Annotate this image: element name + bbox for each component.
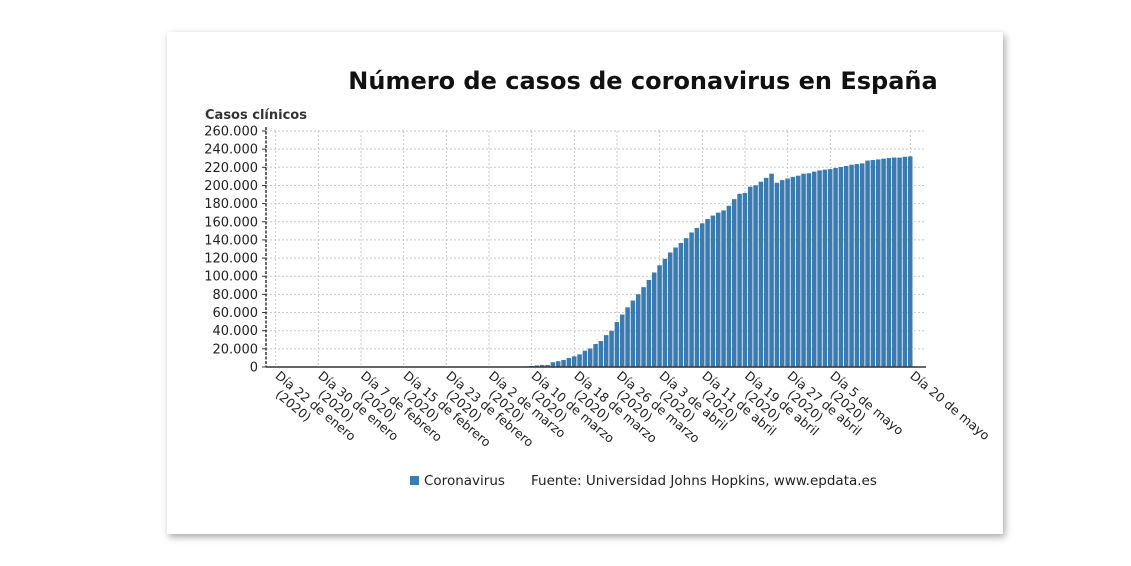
bar — [763, 177, 769, 367]
y-tick-label: 40.000 — [213, 324, 259, 339]
chart-title: Número de casos de coronavirus en España — [348, 67, 937, 95]
bar — [827, 169, 833, 367]
bar — [683, 238, 689, 367]
legend-label: Coronavirus — [424, 473, 505, 489]
bar — [715, 212, 721, 367]
bar — [801, 173, 806, 367]
axes-group — [265, 127, 926, 368]
bar — [875, 159, 881, 367]
bar — [838, 167, 844, 367]
bar — [795, 175, 801, 367]
bar — [854, 164, 860, 367]
y-tick-labels: 0 20.000 40.000 60.000 80.000 100.000 120.000 1… — [204, 125, 266, 376]
bar — [534, 365, 540, 367]
bar — [550, 362, 556, 367]
legend-swatch — [410, 476, 419, 485]
bar — [790, 176, 796, 367]
bar — [870, 160, 876, 367]
bar — [742, 192, 748, 367]
x-tick-labels: Día 22 de enero(2020) Día 30 de enero(202… — [273, 368, 993, 450]
bar — [598, 341, 604, 367]
y-tick-label: 120.000 — [204, 252, 258, 267]
bar — [705, 219, 710, 367]
bar — [561, 359, 566, 367]
bar — [555, 361, 561, 367]
bar — [881, 158, 886, 367]
bar — [721, 210, 726, 367]
bar — [859, 163, 865, 367]
x-tick-label: Día 20 de mayo — [907, 368, 993, 443]
bar — [822, 169, 828, 367]
bar — [817, 170, 822, 367]
bar — [753, 185, 758, 367]
bar — [849, 164, 854, 367]
bar — [699, 223, 705, 367]
bar — [667, 252, 673, 367]
x-tick-line: Día 20 de mayo — [907, 368, 993, 443]
bar — [587, 348, 593, 367]
x-tick-text: Día 20 de mayo — [907, 368, 993, 443]
y-tick-label: 140.000 — [204, 233, 258, 248]
bar — [737, 193, 742, 367]
bar — [545, 364, 550, 367]
bar — [630, 300, 636, 367]
y-tick-label: 100.000 — [204, 270, 258, 285]
y-tick-label: 240.000 — [204, 143, 258, 158]
bar — [907, 156, 913, 367]
bar — [710, 215, 716, 367]
bar — [571, 356, 577, 367]
bar — [539, 364, 545, 367]
y-axis-label: Casos clínicos — [205, 108, 307, 123]
bar — [635, 294, 641, 367]
bar — [891, 157, 897, 367]
bar — [897, 157, 902, 367]
bar — [673, 247, 678, 367]
source-text: Fuente: Universidad Johns Hopkins, www.e… — [531, 473, 877, 489]
chart-svg: Número de casos de coronavirus en España… — [204, 67, 993, 489]
bar — [726, 205, 732, 367]
bar — [747, 186, 753, 367]
y-tick-label: 220.000 — [204, 161, 258, 176]
y-tick-label: 160.000 — [204, 215, 258, 230]
bar — [646, 279, 652, 367]
y-tick-label: 0 — [250, 361, 258, 376]
bar — [774, 182, 780, 367]
bar — [678, 242, 684, 367]
bar — [651, 272, 657, 367]
bar — [811, 171, 817, 367]
bar — [785, 178, 790, 367]
chart-card: Número de casos de coronavirus en España… — [167, 32, 1003, 534]
bars-group — [321, 156, 913, 367]
y-tick-label: 180.000 — [204, 197, 258, 212]
bar — [619, 314, 625, 367]
bar — [689, 232, 694, 367]
bar — [886, 158, 892, 367]
y-tick-label: 20.000 — [213, 342, 259, 357]
bar — [865, 160, 870, 367]
bar — [614, 322, 620, 367]
bar — [577, 354, 582, 367]
bar — [593, 343, 598, 367]
bar — [779, 180, 785, 367]
bar — [657, 265, 662, 367]
bar — [609, 330, 614, 367]
bar — [833, 167, 838, 367]
y-tick-label: 80.000 — [213, 288, 259, 303]
bar — [641, 287, 646, 367]
bar — [731, 199, 737, 367]
bar — [806, 173, 812, 367]
bar — [694, 227, 700, 367]
bar — [902, 156, 908, 367]
y-tick-label: 260.000 — [204, 125, 258, 140]
bar — [582, 350, 588, 367]
bar — [603, 335, 609, 367]
bar — [566, 357, 572, 367]
bar — [843, 165, 849, 367]
bar — [769, 173, 774, 367]
y-tick-label: 60.000 — [213, 306, 259, 321]
bar — [662, 258, 668, 367]
bar — [758, 181, 764, 367]
y-tick-label: 200.000 — [204, 179, 258, 194]
bar — [625, 307, 630, 367]
